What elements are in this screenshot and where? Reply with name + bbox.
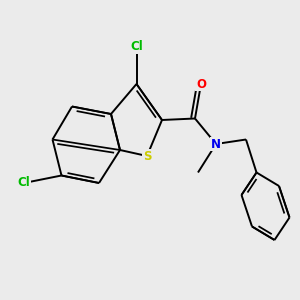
Text: N: N (211, 137, 221, 151)
Text: O: O (196, 77, 206, 91)
Text: Cl: Cl (130, 40, 143, 53)
Text: Cl: Cl (18, 176, 30, 190)
Text: S: S (143, 149, 151, 163)
